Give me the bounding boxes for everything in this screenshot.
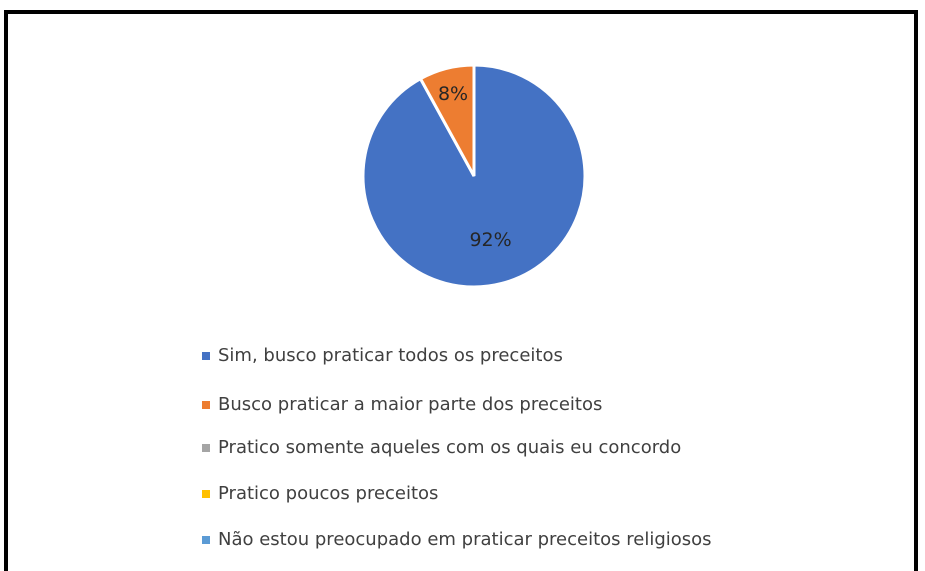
legend-label: Busco praticar a maior parte dos preceit… xyxy=(218,394,602,415)
legend-label: Sim, busco praticar todos os preceitos xyxy=(218,345,563,366)
legend-label: Não estou preocupado em praticar preceit… xyxy=(218,529,712,550)
legend-swatch xyxy=(202,401,210,409)
frame xyxy=(4,10,918,571)
legend-swatch xyxy=(202,352,210,360)
legend-label: Pratico somente aqueles com os quais eu … xyxy=(218,437,681,458)
data-label: 8% xyxy=(438,83,468,105)
legend-swatch xyxy=(202,536,210,544)
legend-swatch xyxy=(202,490,210,498)
legend-swatch xyxy=(202,444,210,452)
legend-label: Pratico poucos preceitos xyxy=(218,483,438,504)
data-label: 92% xyxy=(469,229,511,251)
